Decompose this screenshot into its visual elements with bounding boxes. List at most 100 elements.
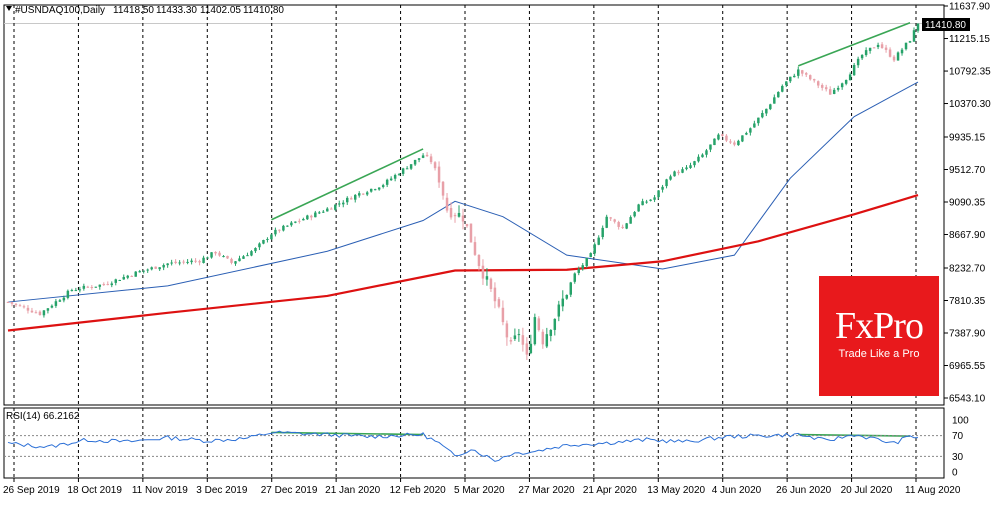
candle-body [294, 221, 297, 223]
candle-body [685, 167, 688, 170]
candle-body [533, 317, 537, 345]
candle-body [573, 273, 576, 282]
candle-body [844, 79, 848, 84]
candle-body [14, 303, 18, 305]
candle-body [820, 84, 824, 88]
candle-body [541, 331, 545, 345]
candle-body [513, 335, 517, 340]
candle-body [310, 215, 313, 218]
y-tick-label: 8667.90 [949, 230, 986, 241]
candle-body [314, 212, 317, 218]
candle-body [393, 175, 397, 179]
candle-body [697, 156, 700, 162]
candle-body [162, 265, 165, 268]
candle-body [884, 47, 888, 50]
candle-body [453, 215, 457, 217]
candle-body [58, 300, 62, 302]
close-value: 11410.80 [243, 5, 284, 16]
candle-body [214, 251, 217, 254]
candle-body [489, 278, 493, 289]
candle-body [876, 44, 880, 48]
candle-body [206, 257, 209, 259]
candle-body [74, 290, 78, 292]
x-tick-label: 5 Mar 2020 [454, 485, 505, 496]
candle-body [342, 202, 345, 205]
candle-body [593, 244, 596, 254]
candle-body [561, 298, 565, 307]
candle-body [166, 263, 169, 266]
high-value: 11433.30 [156, 5, 197, 16]
candle-body [246, 255, 249, 257]
candle-body [190, 260, 193, 263]
candle-body [401, 168, 405, 174]
candle-body [433, 162, 437, 169]
candle-body [18, 305, 22, 307]
candle-body [824, 87, 828, 90]
candle-body [210, 252, 213, 258]
candle-body [709, 144, 712, 150]
candle-body [693, 161, 696, 166]
candle-body [38, 311, 42, 315]
candle-body [110, 283, 114, 286]
x-tick-label: 12 Feb 2020 [390, 485, 447, 496]
candle-body [262, 239, 265, 244]
candle-body [306, 215, 309, 220]
price-panel [3, 4, 945, 406]
candle-body [441, 181, 445, 196]
dropdown-triangle-icon[interactable] [6, 6, 12, 11]
candle-body [334, 204, 337, 210]
candle-body [114, 279, 118, 283]
candle-body [290, 222, 293, 226]
candle-body [916, 23, 920, 31]
candle-body [282, 225, 285, 231]
y-tick-label: 9512.70 [949, 165, 986, 176]
candle-body [250, 251, 253, 256]
candle-body [194, 260, 197, 262]
candle-body [66, 290, 70, 298]
candle-body [581, 265, 584, 269]
candle-body [569, 282, 573, 295]
candle-body [298, 220, 301, 222]
candle-body [553, 318, 557, 330]
candle-body [238, 258, 241, 262]
candle-body [549, 329, 553, 336]
candle-body [892, 56, 896, 61]
candle-body [445, 197, 449, 211]
candle-body [218, 252, 221, 256]
y-tick-label: 10792.35 [949, 67, 991, 78]
rsi-tick-label: 0 [952, 468, 958, 479]
candle-body [278, 229, 281, 231]
candle-body [258, 243, 261, 248]
candle-body [793, 75, 796, 78]
x-tick-label: 4 Jun 2020 [712, 485, 762, 496]
candle-body [904, 42, 908, 50]
candle-body [681, 169, 684, 173]
rsi-tick-label: 70 [952, 431, 964, 442]
candle-body [900, 49, 904, 54]
candle-body [773, 97, 776, 104]
y-tick-label: 8232.70 [949, 264, 986, 275]
candle-body [485, 276, 489, 280]
candle-body [781, 85, 784, 92]
candle-body [661, 186, 664, 190]
candle-body [805, 73, 808, 75]
candle-body [777, 91, 780, 98]
symbol-label: #USNDAQ100,Daily [15, 5, 105, 16]
candle-body [864, 50, 868, 56]
y-tick-label: 7810.35 [949, 296, 986, 307]
candle-body [286, 225, 289, 227]
candle-body [769, 104, 772, 110]
ma-slow-line [7, 194, 919, 332]
candle-body [405, 168, 409, 170]
x-tick-label: 26 Sep 2019 [3, 485, 60, 496]
candle-body [705, 150, 708, 155]
candle-body [609, 217, 612, 219]
candle-body [753, 123, 756, 128]
candle-body [46, 308, 50, 311]
candle-body [713, 138, 716, 146]
candle-body [234, 261, 237, 264]
candle-body [138, 271, 141, 273]
candle-body [872, 47, 876, 49]
candle-body [182, 261, 185, 263]
